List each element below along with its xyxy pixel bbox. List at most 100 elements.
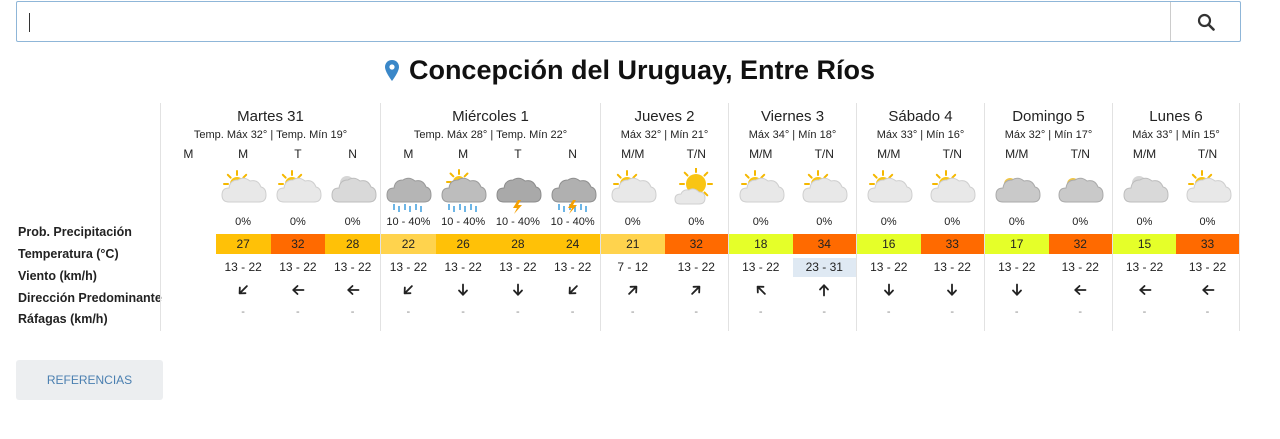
wind-direction-arrow-icon <box>291 283 305 297</box>
period-column: M <box>161 146 216 331</box>
day-column: Sábado 4 Máx 33° | Mín 16° M/M 0% 16 13 - 22 … <box>856 103 984 331</box>
day-name: Lunes 6 <box>1149 108 1203 125</box>
period-column: T/N 0% 32 13 - 22 - <box>1048 146 1112 331</box>
partly-cloudy-icon <box>1184 168 1232 210</box>
period-label: T/N <box>814 147 834 161</box>
rain-icon <box>384 168 432 212</box>
period-label: M/M <box>749 147 773 161</box>
wind-speed: 13 - 22 <box>444 260 482 274</box>
period-columns: M 10 - 40% 22 13 - 22 - M 10 - 40% 26 13 - 22 -… <box>381 146 600 331</box>
wind-gusts: - <box>1014 306 1019 318</box>
wind-direction-arrow-icon <box>626 283 640 297</box>
wind-speed: 13 - 22 <box>279 260 317 274</box>
period-label: T/N <box>942 147 962 161</box>
temperature-cell: 32 <box>1048 234 1112 254</box>
wind-direction-arrow-icon <box>511 283 525 297</box>
precip-probability: 0% <box>944 216 961 228</box>
temperature-cell: 16 <box>857 234 921 254</box>
row-label-temp: Temperatura (°C) <box>18 247 119 261</box>
period-column: M 10 - 40% 26 13 - 22 - <box>435 146 491 331</box>
wind-direction-arrow-icon <box>346 283 360 297</box>
precip-probability: 0% <box>816 216 833 228</box>
search-icon <box>1197 13 1215 31</box>
day-name: Jueves 2 <box>634 108 695 125</box>
period-columns: M M 0% 27 13 - 22 - T 0% 32 13 - 22 - N 0% 28 13 - 2… <box>161 146 380 331</box>
period-label: M/M <box>1132 147 1157 161</box>
wind-speed: 13 - 22 <box>333 260 372 274</box>
temperature-cell: 28 <box>325 234 380 254</box>
period-columns: M/M 0% 17 13 - 22 - T/N 0% 32 13 - 22 - <box>985 146 1112 331</box>
wind-direction-arrow-icon <box>817 283 831 297</box>
references-button[interactable]: REFERENCIAS <box>16 360 163 400</box>
day-name: Domingo 5 <box>1012 108 1085 125</box>
temperature-cell: 34 <box>792 234 856 254</box>
temperature-cell: 18 <box>729 234 793 254</box>
temperature-cell: 27 <box>215 234 271 254</box>
period-label: M/M <box>1005 147 1029 161</box>
day-name: Martes 31 <box>237 108 304 125</box>
day-temp-range: Temp. Máx 28° | Temp. Mín 22° <box>413 129 568 141</box>
day-column: Viernes 3 Máx 34° | Mín 18° M/M 0% 18 13 - 22… <box>728 103 856 331</box>
wind-gusts: - <box>570 306 575 318</box>
period-column: T 0% 32 13 - 22 - <box>270 146 326 331</box>
wind-gusts: - <box>461 306 465 318</box>
period-column: M/M 0% 17 13 - 22 - <box>985 146 1049 331</box>
period-column: M/M 0% 15 13 - 22 - <box>1113 146 1176 331</box>
period-column: M/M 0% 18 13 - 22 - <box>729 146 793 331</box>
wind-direction-arrow-icon <box>882 283 896 297</box>
day-column: Martes 31 Temp. Máx 32° | Temp. Mín 19° M M… <box>160 103 380 331</box>
row-label-precip: Prob. Precipitación <box>18 225 132 239</box>
text-caret <box>29 13 30 32</box>
wind-direction-arrow-icon <box>1010 283 1024 297</box>
temperature-cell: 24 <box>545 234 600 254</box>
wind-speed: 13 - 22 <box>499 260 537 274</box>
day-name: Miércoles 1 <box>452 108 529 125</box>
day-temp-range: Máx 32° | Mín 17° <box>1004 129 1093 141</box>
partly-cloudy-icon <box>737 168 785 210</box>
forecast-grid: Martes 31 Temp. Máx 32° | Temp. Mín 19° M M… <box>160 103 1240 331</box>
wind-speed: 13 - 22 <box>998 260 1036 274</box>
period-columns: M/M 0% 21 7 - 12 - T/N 0% 32 13 - 22 - <box>601 146 728 331</box>
wind-speed: 23 - 31 <box>792 258 856 277</box>
wind-gusts: - <box>630 306 635 318</box>
partly-cloudy-icon <box>274 168 322 210</box>
temperature-cell: 32 <box>270 234 326 254</box>
storm-rain-icon <box>549 168 597 214</box>
period-column: T/N 0% 32 13 - 22 - <box>664 146 728 331</box>
location-header: Concepción del Uruguay, Entre Ríos <box>0 55 1260 86</box>
wind-gusts: - <box>950 306 955 318</box>
wind-direction-arrow-icon <box>1073 283 1087 297</box>
period-column: T/N 0% 33 13 - 22 - <box>920 146 984 331</box>
period-column: M 0% 27 13 - 22 - <box>215 146 271 331</box>
wind-gusts: - <box>1078 306 1083 318</box>
precip-probability: 10 - 40% <box>495 216 540 228</box>
period-column: T 10 - 40% 28 13 - 22 - <box>490 146 546 331</box>
wind-gusts: - <box>822 306 827 318</box>
partly-cloudy-icon <box>928 168 976 210</box>
temperature-cell: 21 <box>601 234 665 254</box>
precip-probability: 10 - 40% <box>386 216 431 228</box>
mostly-sunny-icon <box>672 167 720 210</box>
partly-cloudy-icon <box>800 168 848 210</box>
row-label-direction: Dirección Predominante <box>18 291 162 305</box>
temperature-cell: 17 <box>985 234 1049 254</box>
wind-gusts: - <box>241 306 245 318</box>
wind-speed: 13 - 22 <box>677 260 715 274</box>
period-column: T/N 0% 34 23 - 31 - <box>792 146 856 331</box>
period-column: M 10 - 40% 22 13 - 22 - <box>381 146 436 331</box>
period-label: T/N <box>686 147 706 161</box>
wind-gusts: - <box>1142 306 1147 318</box>
wind-direction-arrow-icon <box>689 283 703 297</box>
wind-direction-arrow-icon <box>456 283 470 297</box>
period-column: M/M 0% 21 7 - 12 - <box>601 146 665 331</box>
wind-speed: 7 - 12 <box>617 260 649 274</box>
search-input[interactable] <box>17 2 1170 41</box>
temperature-cell: 33 <box>920 234 984 254</box>
location-pin-icon <box>384 59 399 81</box>
period-label: T <box>294 147 302 161</box>
day-name: Viernes 3 <box>760 108 825 125</box>
wind-gusts: - <box>350 306 355 318</box>
day-column: Lunes 6 Máx 33° | Mín 15° M/M 0% 15 13 - 22 -… <box>1112 103 1240 331</box>
wind-gusts: - <box>758 306 763 318</box>
search-button[interactable] <box>1170 2 1240 41</box>
